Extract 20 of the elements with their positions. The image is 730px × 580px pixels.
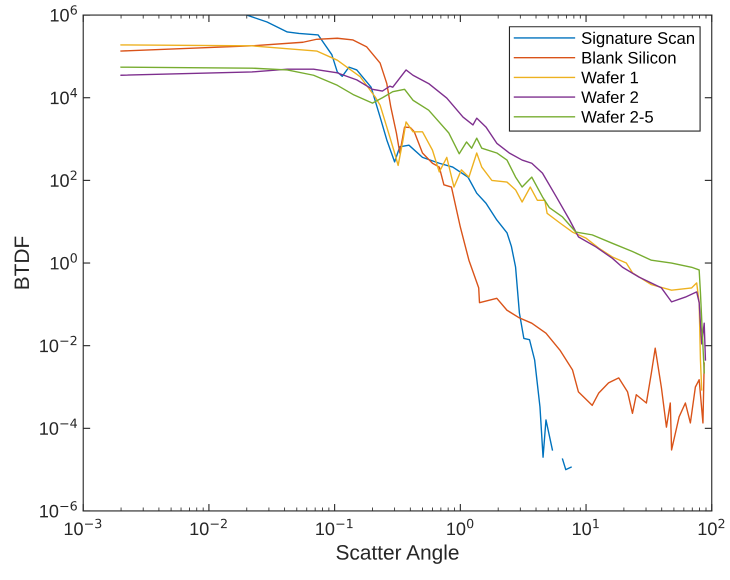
legend-label: Wafer 1 [581, 71, 638, 84]
y-tick-label: 10$^{6}$ [50, 5, 77, 22]
x-tick-label: 10$^{2}$ [698, 518, 724, 536]
y-tick-label: 10$^{0}$ [50, 253, 77, 270]
legend-label: Wafer 2-5 [581, 110, 653, 123]
y-tick-label: 10$^{−4}$ [40, 418, 77, 435]
y-tick-label: 10$^{−2}$ [40, 336, 76, 352]
x-tick-label: 10$^{−2}$ [190, 518, 227, 536]
x-tick-label: 10$^{−3}$ [64, 518, 102, 536]
legend-label: Signature Scan [582, 32, 694, 48]
y-axis-title: BTDF [14, 236, 29, 289]
x-axis-title: Scatter Angle [336, 544, 459, 564]
y-tick-label: 10$^{−6}$ [40, 501, 77, 518]
legend-label: Wafer 2 [581, 90, 638, 104]
x-tick-label: 10$^{1}$ [572, 518, 599, 536]
y-tick-label: 10$^{2}$ [50, 170, 76, 187]
legend-label: Blank Silicon [582, 51, 676, 64]
x-tick-label: 10$^{−1}$ [316, 518, 353, 536]
y-tick-label: 10$^{4}$ [50, 88, 78, 104]
x-tick-label: 10$^{0}$ [447, 518, 474, 536]
